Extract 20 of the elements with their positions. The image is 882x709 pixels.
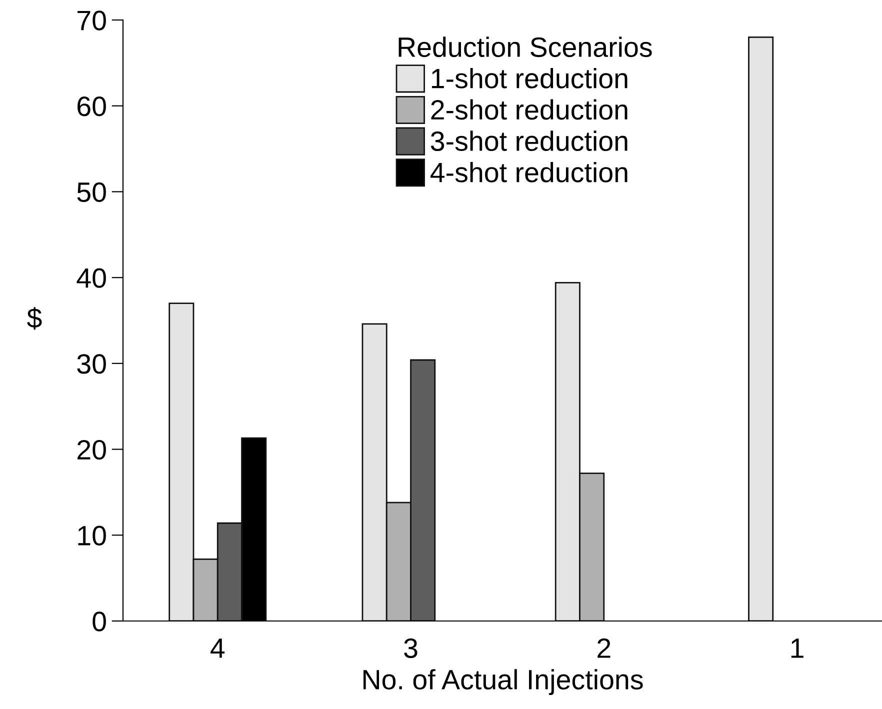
y-axis-title: $	[27, 307, 42, 330]
x-tick-label: 2	[598, 638, 610, 658]
legend-label: 4-shot reduction	[430, 162, 628, 182]
legend-label: 2-shot reduction	[431, 99, 628, 120]
y-tick-label: 0	[92, 612, 106, 632]
legend-label: 3-shot reduction	[430, 130, 628, 152]
legend-label: 1-shot reduction	[432, 68, 628, 88]
y-tick-label: 50	[77, 182, 106, 202]
y-tick-label: 20	[78, 440, 106, 460]
x-tick-label: 4	[210, 638, 225, 658]
legend-title: Reduction Scenarios	[398, 36, 652, 58]
x-axis-title: No. of Actual Injections	[364, 669, 643, 696]
y-tick-label: 60	[78, 96, 106, 116]
x-tick-label: 3	[404, 638, 418, 658]
y-tick-label: 40	[76, 268, 106, 288]
bar	[748, 36, 774, 621]
y-tick-label: 30	[77, 354, 106, 374]
y-tick-label: 70	[78, 10, 106, 30]
y-tick-label: 10	[78, 526, 106, 546]
x-tick-label: 1	[791, 638, 804, 658]
